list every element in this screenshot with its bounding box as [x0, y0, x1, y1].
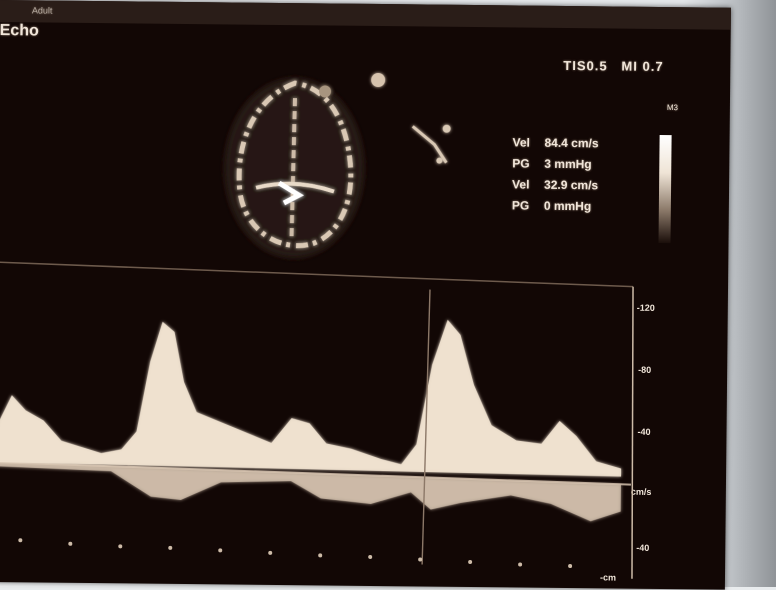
ultrasound-screen: Adult Echo TIS0.5 MI 0.7 M3 Vel 84.4 cm/s…	[0, 0, 731, 590]
doppler-baseline	[0, 460, 631, 486]
time-markers	[18, 538, 573, 569]
doppler-spectrum	[0, 319, 622, 522]
velocity-axis	[631, 286, 634, 579]
doppler-cursor-line	[421, 289, 431, 565]
ultrasound-image	[0, 73, 634, 579]
heart-sector-view	[224, 73, 451, 259]
panel-divider	[0, 261, 634, 288]
